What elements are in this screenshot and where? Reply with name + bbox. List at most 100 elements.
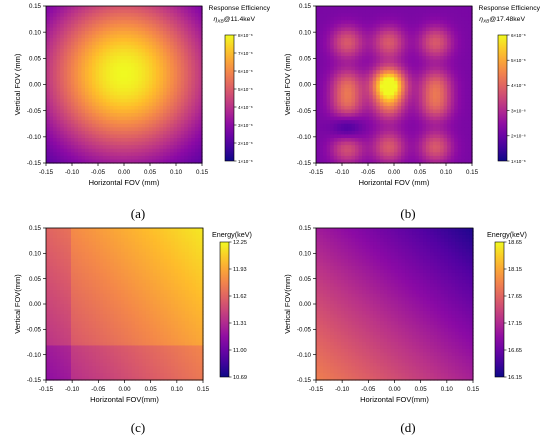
heatmap-cell <box>60 80 65 86</box>
heatmap-cell <box>468 88 473 93</box>
heatmap-cell <box>358 127 363 132</box>
heatmap-cell <box>319 66 324 71</box>
heatmap-cell <box>145 23 150 29</box>
heatmap-cell <box>152 98 157 103</box>
heatmap-cell <box>404 38 409 43</box>
heatmap-cell <box>92 127 97 132</box>
heatmap-cell <box>443 155 448 161</box>
heatmap-cell <box>124 63 129 68</box>
heatmap-cell <box>344 66 349 71</box>
heatmap-cell <box>198 52 203 57</box>
heatmap-cell <box>194 59 200 64</box>
heatmap-cell <box>81 348 86 353</box>
heatmap-cell <box>394 63 399 68</box>
heatmap-cell <box>124 279 129 284</box>
heatmap-cell <box>443 120 448 125</box>
heatmap-cell <box>81 116 86 121</box>
heatmap-cell <box>152 66 157 71</box>
heatmap-cell <box>411 16 416 21</box>
heatmap-cell <box>85 16 90 21</box>
heatmap-cell <box>404 59 409 64</box>
heatmap-cell <box>440 152 445 157</box>
heatmap-cell <box>56 373 61 378</box>
heatmap-cell <box>152 55 157 61</box>
heatmap-cell <box>447 16 452 21</box>
heatmap-cell <box>77 120 83 125</box>
heatmap-cell <box>134 30 139 36</box>
heatmap-cell <box>461 102 466 107</box>
heatmap-cell <box>177 66 182 71</box>
heatmap-cell <box>401 98 406 103</box>
heatmap-cell <box>461 109 466 114</box>
heatmap-cell <box>85 84 90 89</box>
heatmap-cell <box>358 152 363 157</box>
heatmap-cell <box>369 113 374 118</box>
heatmap-cell <box>316 38 321 43</box>
heatmap-cell <box>70 355 76 360</box>
heatmap-cell <box>180 159 185 164</box>
heatmap-cell <box>323 80 328 86</box>
heatmap-cell <box>191 127 196 132</box>
heatmap-cell <box>401 23 406 29</box>
heatmap-cell <box>365 116 370 121</box>
heatmap-cell <box>120 95 125 100</box>
heatmap-cell <box>386 16 392 21</box>
heatmap-cell <box>78 324 83 329</box>
heatmap-cell <box>145 66 150 71</box>
heatmap-cell <box>397 63 402 68</box>
heatmap-cell <box>148 55 153 61</box>
heatmap-cell <box>67 134 72 139</box>
heatmap-cell <box>92 338 97 343</box>
heatmap-cell <box>99 328 104 333</box>
heatmap-cell <box>120 123 125 128</box>
heatmap-cell <box>49 6 54 11</box>
heatmap-cell <box>70 123 75 128</box>
heatmap-cell <box>191 6 196 11</box>
heatmap-cell <box>369 95 374 100</box>
heatmap-cell <box>106 338 111 343</box>
heatmap-cell <box>166 102 171 107</box>
heatmap-cell <box>56 77 61 82</box>
heatmap-cell <box>191 109 196 114</box>
heatmap-cell <box>110 324 115 329</box>
heatmap-cell <box>95 95 100 100</box>
heatmap-cell <box>163 152 168 157</box>
heatmap-cell <box>194 13 200 18</box>
heatmap-cell <box>134 34 139 39</box>
heatmap-cell <box>102 38 107 43</box>
heatmap-cell <box>326 73 331 78</box>
heatmap-cell <box>53 155 58 161</box>
heatmap-cell <box>198 145 203 150</box>
heatmap-cell <box>425 116 431 121</box>
heatmap-cell <box>394 27 399 32</box>
heatmap-cell <box>194 38 200 43</box>
heatmap-cell <box>159 127 164 132</box>
heatmap-cell <box>457 27 462 32</box>
heatmap-cell <box>411 73 416 78</box>
heatmap-cell <box>117 342 122 347</box>
heatmap-cell <box>102 127 107 132</box>
heatmap-cell <box>120 310 126 315</box>
heatmap-cell <box>113 290 118 295</box>
heatmap-cell <box>106 352 111 357</box>
heatmap-cell <box>155 48 161 53</box>
heatmap-cell <box>397 155 402 161</box>
heatmap-cell <box>425 145 431 150</box>
heatmap-cell <box>95 52 100 57</box>
heatmap-cell <box>464 152 470 157</box>
heatmap-cell <box>70 307 76 312</box>
heatmap-cell <box>163 80 168 86</box>
heatmap-cell <box>418 159 423 164</box>
heatmap-cell <box>326 52 331 57</box>
heatmap-cell <box>191 70 196 75</box>
heatmap-cell <box>330 145 335 150</box>
heatmap-cell <box>333 41 338 46</box>
heatmap-cell <box>163 48 168 53</box>
heatmap-cell <box>450 13 455 18</box>
heatmap-cell <box>461 13 466 18</box>
heatmap-cell <box>109 113 114 118</box>
heatmap-cell <box>401 9 406 14</box>
heatmap-cell <box>170 141 175 146</box>
heatmap-cell <box>152 159 157 164</box>
heatmap-cell <box>362 141 367 146</box>
